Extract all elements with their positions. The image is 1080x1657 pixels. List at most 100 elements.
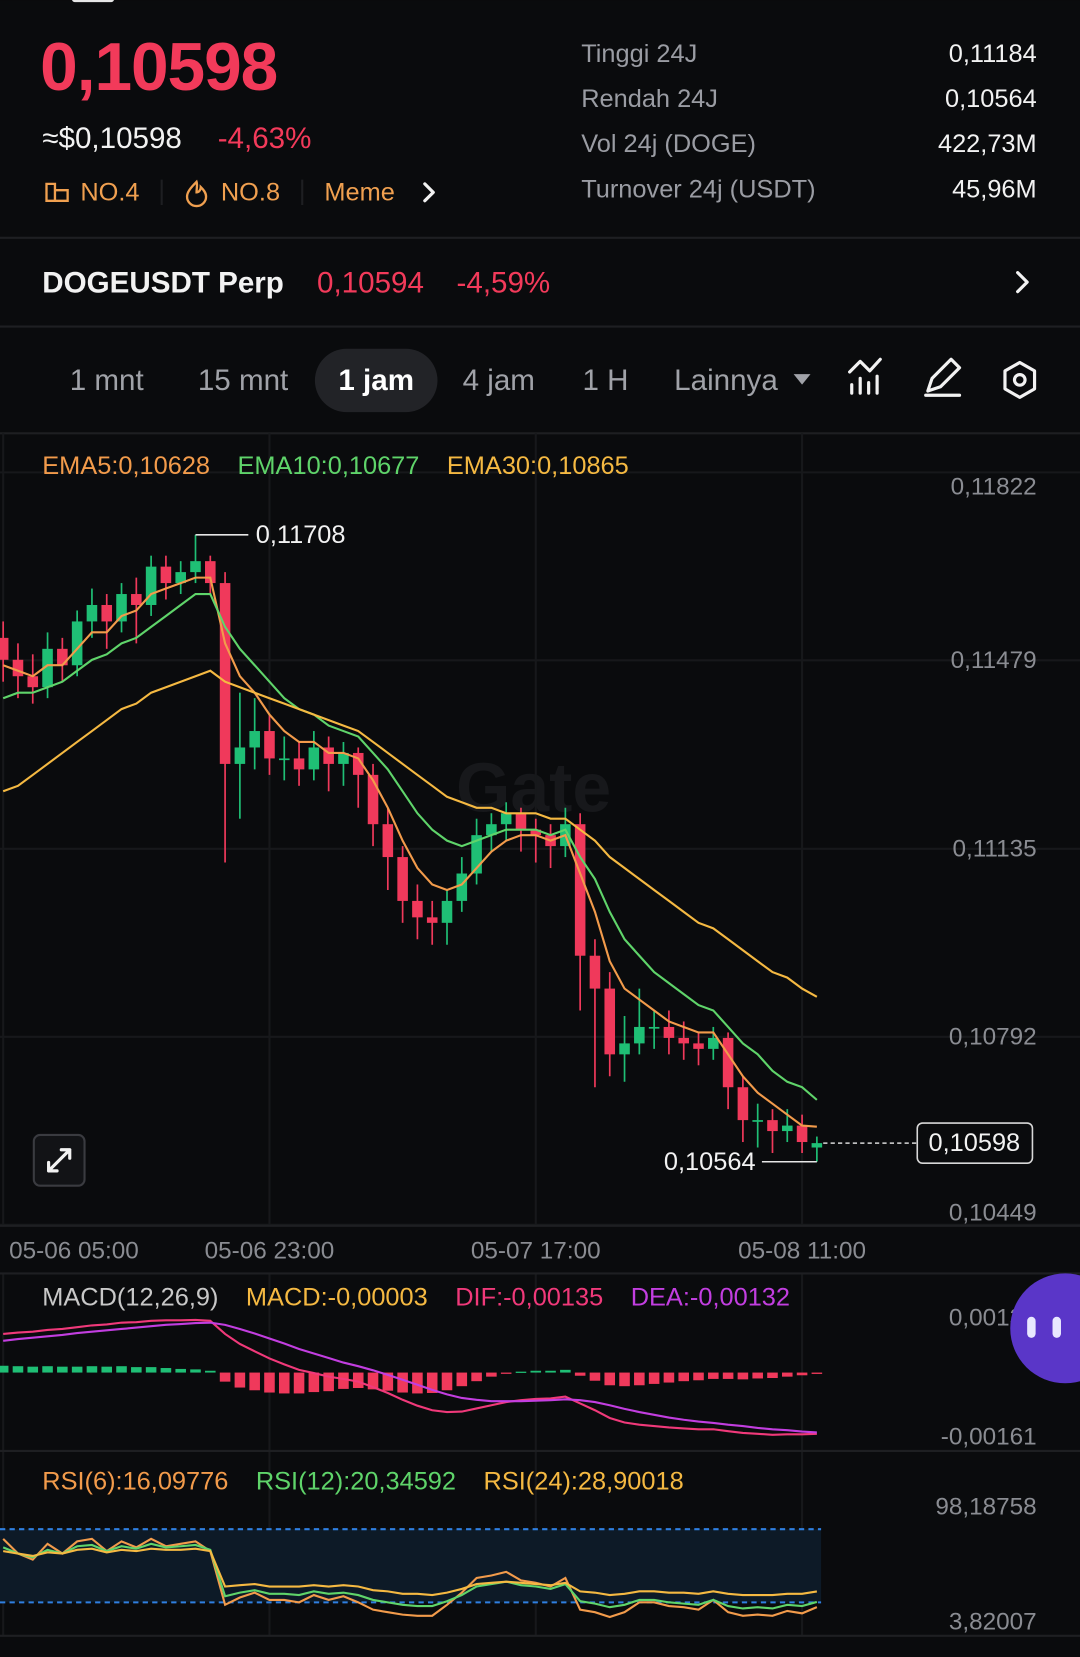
macd-bar	[441, 1372, 453, 1391]
chevron	[423, 182, 435, 203]
candle-body	[708, 1037, 719, 1049]
macd-bar	[0, 1365, 9, 1373]
macd-bar	[752, 1372, 763, 1379]
tab[interactable]: 15 mnt	[198, 364, 288, 397]
hot-tag[interactable]: NO.8	[185, 178, 280, 208]
candle-body	[264, 731, 275, 759]
macd-bar	[27, 1366, 39, 1373]
status-notch	[72, 0, 114, 3]
tab[interactable]: 1 jam	[314, 348, 438, 413]
macd-bar	[500, 1372, 512, 1374]
candle-body	[471, 835, 482, 874]
perp-name: DOGEUSDT Perp	[42, 267, 284, 300]
candle-body	[456, 873, 468, 901]
macd-bar	[367, 1372, 379, 1390]
candle-body	[131, 594, 142, 605]
macd-bar	[693, 1372, 704, 1381]
ema-line	[2, 576, 817, 1128]
candle-body	[515, 813, 527, 830]
macd-bar	[648, 1372, 660, 1384]
candle-body	[574, 824, 586, 956]
y-tick-label: 0,10792	[949, 1023, 1037, 1050]
chevron	[1016, 271, 1029, 294]
settings-button[interactable]	[1003, 360, 1037, 399]
candle-body	[145, 566, 157, 605]
rsi-line	[2, 1542, 818, 1610]
tab-label: 1 jam	[338, 364, 414, 397]
stat-value: 422,73M	[938, 130, 1037, 158]
candle-body	[293, 758, 305, 770]
tab[interactable]: 4 jam	[463, 364, 535, 397]
x-tick-label: 05-07 17:00	[471, 1238, 601, 1265]
macd-bar	[811, 1372, 823, 1374]
macd-bar	[145, 1367, 157, 1373]
candle-body	[663, 1026, 675, 1038]
perp-row[interactable]: DOGEUSDT Perp 0,10594 -4,59%	[42, 267, 1029, 300]
macd-bar	[205, 1370, 216, 1373]
indicator-button[interactable]	[848, 357, 882, 395]
macd-bar	[722, 1372, 734, 1379]
candle-body	[648, 1026, 660, 1029]
tab[interactable]: 1 mnt	[70, 364, 144, 397]
macd-bar	[42, 1366, 53, 1373]
legend-entry: DEA:-0,00132	[631, 1284, 790, 1312]
rsi-chart: 98,18758 3,82007 RSI(6):16,09776 RSI(12):20…	[0, 1450, 1037, 1636]
tab[interactable]: 1 H	[583, 364, 629, 397]
x-tick-label: 05-08 11:00	[738, 1238, 866, 1265]
candle-body	[589, 955, 601, 989]
macd-bar	[574, 1372, 586, 1376]
category-tag[interactable]: Meme	[324, 178, 435, 206]
stat-value: 0,10564	[945, 85, 1037, 113]
price-change: -4,63%	[218, 122, 312, 155]
candle-body	[767, 1120, 778, 1132]
y-tick-label: -0,00161	[941, 1424, 1037, 1451]
tag: NO.4	[80, 178, 139, 206]
legend-entry: MACD:-0,00003	[246, 1284, 428, 1312]
tab-label: 4 jam	[463, 364, 535, 397]
ema-line	[2, 669, 818, 998]
candle-body	[71, 621, 83, 666]
candle-body	[426, 917, 438, 923]
expand-button[interactable]	[32, 1133, 86, 1187]
macd-bar	[234, 1372, 246, 1388]
candle-body	[0, 637, 9, 660]
candle-body	[160, 566, 172, 584]
candle-body	[619, 1043, 630, 1055]
macd-bar	[323, 1372, 334, 1392]
floating-assistant[interactable]	[1010, 1273, 1080, 1384]
x-tick-label: 05-06 23:00	[205, 1238, 335, 1265]
legend-entry: RSI(6):16,09776	[42, 1468, 228, 1496]
macd-bar	[278, 1372, 290, 1394]
macd-bar	[678, 1372, 690, 1382]
candle-body	[278, 758, 290, 761]
high-label: 0,11708	[256, 521, 346, 549]
macd-bar	[160, 1368, 172, 1373]
macd-bar	[634, 1372, 645, 1386]
macd-bar	[781, 1372, 793, 1377]
draw-button[interactable]	[924, 357, 962, 397]
tab[interactable]: Lainnya	[674, 364, 811, 397]
candle-body	[796, 1125, 808, 1143]
legend-entry: MACD(12,26,9)	[42, 1284, 218, 1312]
macd-bar	[737, 1372, 749, 1380]
rank-tag[interactable]: NO.4	[45, 178, 140, 206]
rank-icon	[45, 182, 69, 202]
candle-body	[737, 1087, 749, 1121]
candle-body	[57, 648, 68, 666]
candle-body	[781, 1125, 793, 1132]
candle-body	[308, 747, 320, 770]
x-tick-label: 05-06 05:00	[9, 1238, 139, 1265]
perp-price: 0,10594	[317, 267, 424, 300]
macd-bar	[397, 1372, 408, 1393]
macd-bar	[293, 1372, 305, 1394]
legend-entry: RSI(12):20,34592	[256, 1468, 456, 1496]
candle-body	[500, 813, 512, 825]
y-tick-label: 0,11479	[951, 647, 1037, 674]
low-label: 0,10564	[664, 1148, 756, 1176]
dropdown-caret	[793, 374, 811, 385]
candle-body	[752, 1120, 763, 1122]
assistant-eye	[1052, 1316, 1061, 1338]
macd-bar	[175, 1368, 186, 1373]
